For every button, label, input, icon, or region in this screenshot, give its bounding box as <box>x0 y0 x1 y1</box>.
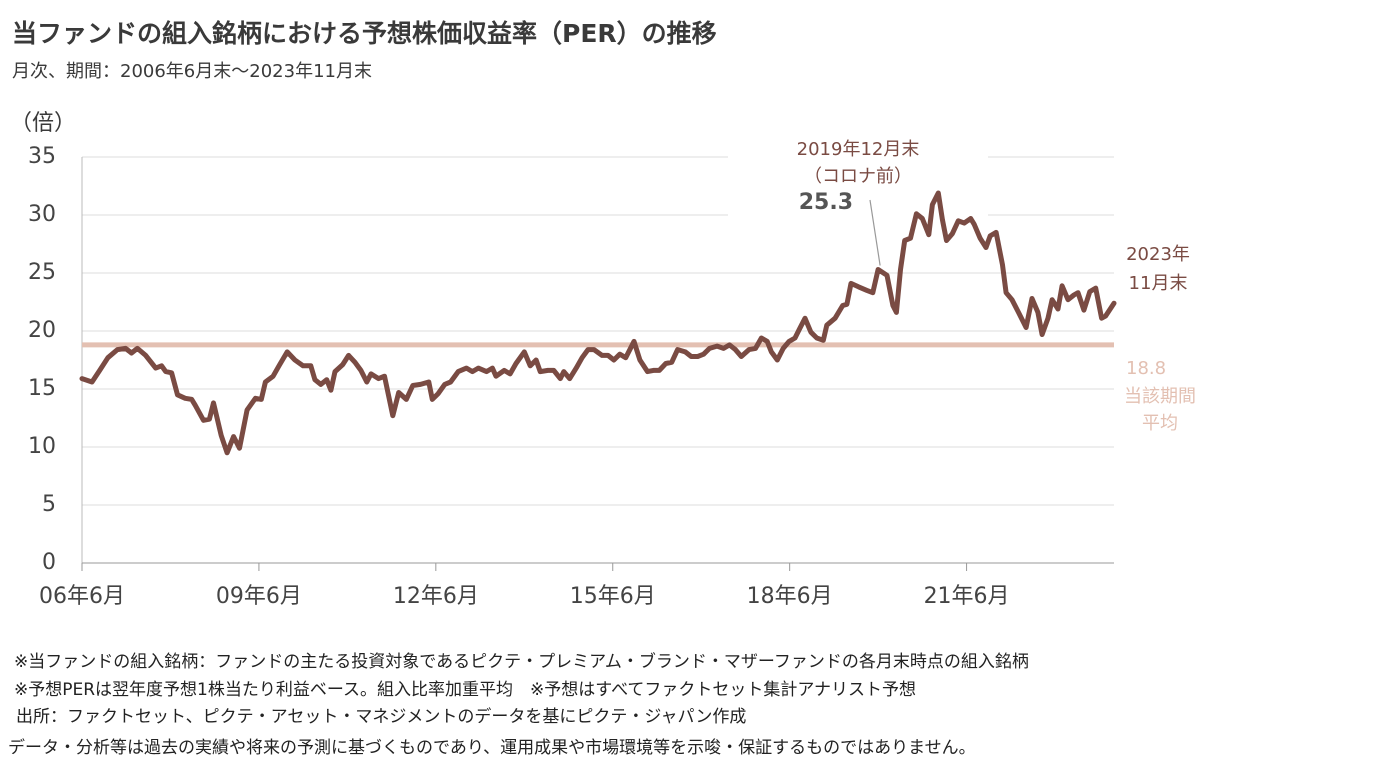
note: 出所：ファクトセット、ピクテ・アセット・マネジメントのデータを基にピクテ・ジャパ… <box>16 706 746 727</box>
y-tick-label: 30 <box>28 202 56 227</box>
annotation-text: （コロナ前） <box>804 166 912 187</box>
annotation-text: 2019年12月末 <box>797 139 920 160</box>
note: データ・分析等は過去の実績や将来の予測に基づくものであり、運用成果や市場環境等を… <box>8 737 976 758</box>
y-axis-label: （倍） <box>10 111 76 136</box>
average-label: 平均 <box>1142 413 1178 434</box>
x-tick-label: 18年6月 <box>747 584 833 609</box>
x-tick-label: 15年6月 <box>570 584 656 609</box>
y-tick-label: 0 <box>42 550 56 575</box>
average-label: 当該期間 <box>1124 386 1196 407</box>
leader-line <box>869 199 881 266</box>
x-tick-label: 09年6月 <box>216 584 302 609</box>
y-tick-label: 20 <box>28 318 56 343</box>
y-tick-label: 10 <box>28 434 56 459</box>
y-tick-label: 5 <box>42 492 56 517</box>
note: ※予想PERは翌年度予想1株当たり利益ベース。組入比率加重平均 ※予想はすべてフ… <box>14 680 916 700</box>
x-tick-label: 12年6月 <box>393 584 479 609</box>
note: ※当ファンドの組入銘柄：ファンドの主たる投資対象であるピクテ・プレミアム・ブラン… <box>14 651 1029 672</box>
line-series <box>79 190 1117 456</box>
annotation-text: 2023年 <box>1126 244 1190 265</box>
y-tick-label: 35 <box>28 144 56 169</box>
x-tick-label: 21年6月 <box>924 584 1010 609</box>
average-label: 18.8 <box>1126 358 1166 379</box>
y-tick-label: 15 <box>28 376 56 401</box>
annotation-background <box>728 135 988 220</box>
x-tick-label: 06年6月 <box>39 584 125 609</box>
chart-title: 当ファンドの組入銘柄における予想株価収益率（PER）の推移 <box>12 19 717 48</box>
annotation-text: 11月末 <box>1129 273 1188 294</box>
data-label: 25.3 <box>799 190 853 215</box>
chart-subtitle: 月次、期間：2006年6月末～2023年11月末 <box>12 61 372 82</box>
y-tick-label: 25 <box>28 260 56 285</box>
